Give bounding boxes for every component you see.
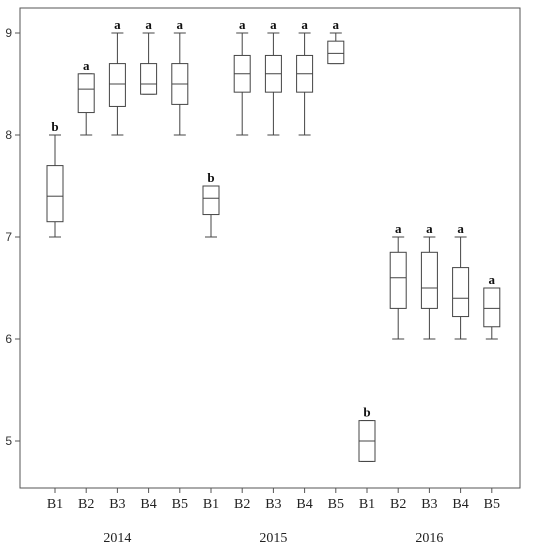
y-tick-label: 7 bbox=[5, 230, 12, 244]
box-2015-B3: a bbox=[264, 17, 282, 136]
box-iqr bbox=[420, 251, 438, 309]
x-tick-label: B1 bbox=[47, 497, 63, 512]
y-tick-label: 9 bbox=[5, 26, 12, 40]
significance-letter: a bbox=[489, 272, 496, 287]
significance-letter: b bbox=[363, 405, 370, 420]
year-label: 2016 bbox=[415, 531, 443, 546]
x-axis: B1 B2 B3 B4 B5 2014 B1 B2 B3 B4 B5 2015 B1 B2 B3 B4 B5 20… bbox=[47, 488, 500, 546]
x-tick-label: B3 bbox=[421, 497, 437, 512]
x-tick-label: B1 bbox=[359, 497, 375, 512]
plot-frame bbox=[19, 7, 521, 489]
x-tick-label: B2 bbox=[234, 497, 250, 512]
significance-letter: a bbox=[145, 17, 152, 32]
y-tick-label: 5 bbox=[5, 434, 12, 448]
x-tick-label: B4 bbox=[452, 497, 468, 512]
box-2014-B1: b bbox=[46, 119, 64, 238]
y-tick-label: 8 bbox=[5, 128, 12, 142]
box-iqr bbox=[327, 40, 345, 65]
y-tick-label: 6 bbox=[5, 332, 12, 346]
box-2014-B4: a bbox=[140, 17, 158, 95]
year-label: 2015 bbox=[259, 531, 287, 546]
x-tick-label: B5 bbox=[328, 497, 344, 512]
box-2014-B2: a bbox=[77, 58, 95, 136]
significance-letter: b bbox=[207, 170, 214, 185]
significance-letter: a bbox=[333, 17, 340, 32]
x-tick-label: B5 bbox=[172, 497, 188, 512]
box-iqr bbox=[483, 287, 501, 328]
significance-letter: a bbox=[457, 221, 464, 236]
x-tick-label: B4 bbox=[296, 497, 312, 512]
x-tick-label: B5 bbox=[484, 497, 500, 512]
x-tick-label: B2 bbox=[390, 497, 406, 512]
significance-letter: a bbox=[239, 17, 246, 32]
box-2016-B2: a bbox=[389, 221, 407, 340]
x-tick-label: B3 bbox=[265, 497, 281, 512]
box-2016-B3: a bbox=[420, 221, 438, 340]
x-tick-label: B3 bbox=[109, 497, 125, 512]
significance-letter: a bbox=[114, 17, 121, 32]
x-tick-label: B4 bbox=[140, 497, 156, 512]
significance-letter: a bbox=[395, 221, 402, 236]
box-2014-B3: a bbox=[108, 17, 126, 136]
box-2015-B5: a bbox=[327, 17, 345, 65]
box-2015-B2: a bbox=[233, 17, 251, 136]
significance-letter: b bbox=[51, 119, 58, 134]
significance-letter: a bbox=[83, 58, 90, 73]
box-2016-B1: b bbox=[358, 405, 376, 462]
x-tick-label: B1 bbox=[203, 497, 219, 512]
year-label: 2014 bbox=[103, 531, 131, 546]
box-iqr bbox=[108, 63, 126, 107]
significance-letter: a bbox=[270, 17, 277, 32]
significance-letter: a bbox=[426, 221, 433, 236]
significance-letter: a bbox=[177, 17, 184, 32]
x-tick-label: B2 bbox=[78, 497, 94, 512]
boxes-layer: b a a a a b a a a a b a a a a bbox=[46, 17, 501, 462]
box-2016-B5: a bbox=[483, 272, 501, 340]
box-iqr bbox=[46, 165, 64, 223]
box-2016-B4: a bbox=[452, 221, 470, 340]
box-iqr bbox=[452, 267, 470, 318]
box-iqr bbox=[389, 251, 407, 309]
box-iqr bbox=[140, 63, 158, 95]
box-iqr bbox=[77, 73, 95, 114]
significance-letter: a bbox=[301, 17, 308, 32]
box-2015-B4: a bbox=[296, 17, 314, 136]
y-axis: 5 6 7 8 9 bbox=[5, 26, 20, 448]
box-2014-B5: a bbox=[171, 17, 189, 136]
box-2015-B1: b bbox=[202, 170, 220, 238]
box-iqr bbox=[202, 185, 220, 216]
